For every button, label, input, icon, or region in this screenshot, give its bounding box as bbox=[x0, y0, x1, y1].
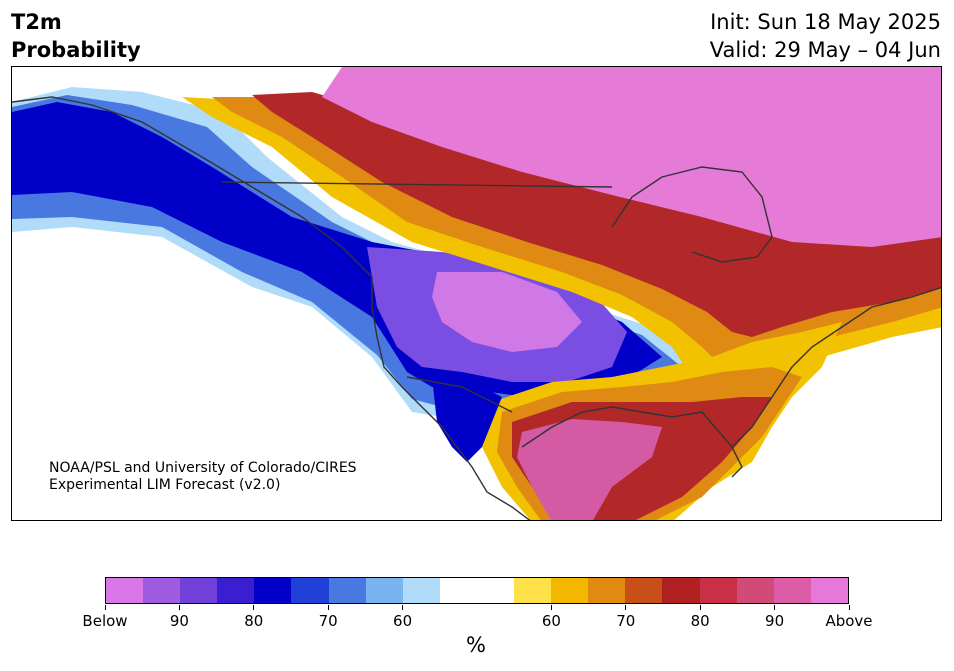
colorbar-tick-label: 70 bbox=[318, 612, 338, 630]
coast-gulf bbox=[521, 406, 743, 478]
colorbar bbox=[105, 577, 849, 604]
coastlines bbox=[12, 96, 941, 520]
colorbar-below-seg-7 bbox=[365, 578, 403, 603]
colorbar-tick bbox=[327, 605, 329, 610]
colorbar-above-seg-2 bbox=[588, 578, 626, 603]
us-mexico-border bbox=[406, 376, 513, 413]
us-canada-border bbox=[221, 181, 613, 188]
init-date: Init: Sun 18 May 2025 bbox=[710, 10, 941, 34]
colorbar-above-seg-3 bbox=[625, 578, 663, 603]
colorbar-tick-label: Above bbox=[825, 612, 873, 630]
colorbar-tick-label: 90 bbox=[765, 612, 785, 630]
shade-us-lightpurple bbox=[432, 272, 582, 352]
units-label: % bbox=[466, 633, 486, 657]
colorbar-below-seg-6 bbox=[328, 578, 366, 603]
colorbar-tick-label: Below bbox=[82, 612, 128, 630]
valid-range: Valid: 29 May – 04 Jun bbox=[709, 38, 941, 62]
probability-shading bbox=[12, 67, 941, 520]
colorbar-below-seg-5 bbox=[291, 578, 329, 603]
colorbar-tick-label: 70 bbox=[616, 612, 636, 630]
colorbar-above-seg-0 bbox=[514, 578, 552, 603]
colorbar-tick-label: 80 bbox=[244, 612, 264, 630]
variable-label: T2m bbox=[11, 10, 62, 34]
colorbar-tick-label: 60 bbox=[541, 612, 561, 630]
colorbar-above-seg-7 bbox=[773, 578, 811, 603]
shade-canada-pink bbox=[322, 67, 941, 247]
coast-hudson bbox=[611, 166, 773, 263]
colorbar-tick bbox=[550, 605, 552, 610]
colorbar-below-seg-0 bbox=[106, 578, 144, 603]
coast-west bbox=[12, 96, 531, 520]
colorbar-below-seg-2 bbox=[180, 578, 218, 603]
colorbar-tick bbox=[699, 605, 701, 610]
credit-line-1: NOAA/PSL and University of Colorado/CIRE… bbox=[49, 460, 357, 476]
product-label: Probability bbox=[11, 38, 141, 62]
colorbar-tick bbox=[625, 605, 627, 610]
coast-atlantic bbox=[731, 286, 941, 448]
colorbar-tick-label: 80 bbox=[690, 612, 710, 630]
colorbar-above-seg-5 bbox=[699, 578, 737, 603]
colorbar-above-seg-8 bbox=[810, 578, 848, 603]
map-canvas bbox=[12, 67, 941, 520]
colorbar-below-seg-3 bbox=[217, 578, 255, 603]
colorbar-tick bbox=[178, 605, 180, 610]
shade-mexico-magenta bbox=[517, 419, 662, 520]
colorbar-above-seg-6 bbox=[736, 578, 774, 603]
colorbar-below-seg-1 bbox=[143, 578, 181, 603]
colorbar-tick bbox=[402, 605, 404, 610]
colorbar-neutral-seg bbox=[439, 578, 515, 603]
credit-line-2: Experimental LIM Forecast (v2.0) bbox=[49, 477, 281, 493]
credit-block: NOAA/PSL and University of Colorado/CIRE… bbox=[49, 460, 357, 494]
shade-canada-red bbox=[252, 92, 941, 337]
map-title: T2m Probability bbox=[11, 8, 141, 64]
forecast-map[interactable] bbox=[11, 66, 942, 521]
colorbar-tick bbox=[104, 605, 106, 610]
colorbar-tick bbox=[774, 605, 776, 610]
colorbar-tick bbox=[848, 605, 850, 610]
colorbar-below-seg-4 bbox=[254, 578, 292, 603]
colorbar-above-seg-1 bbox=[551, 578, 589, 603]
colorbar-tick bbox=[253, 605, 255, 610]
forecast-dates: Init: Sun 18 May 2025 Valid: 29 May – 04… bbox=[710, 8, 941, 64]
colorbar-tick-label: 90 bbox=[169, 612, 189, 630]
colorbar-above-seg-4 bbox=[662, 578, 700, 603]
colorbar-below-seg-8 bbox=[402, 578, 440, 603]
colorbar-tick-label: 60 bbox=[393, 612, 413, 630]
